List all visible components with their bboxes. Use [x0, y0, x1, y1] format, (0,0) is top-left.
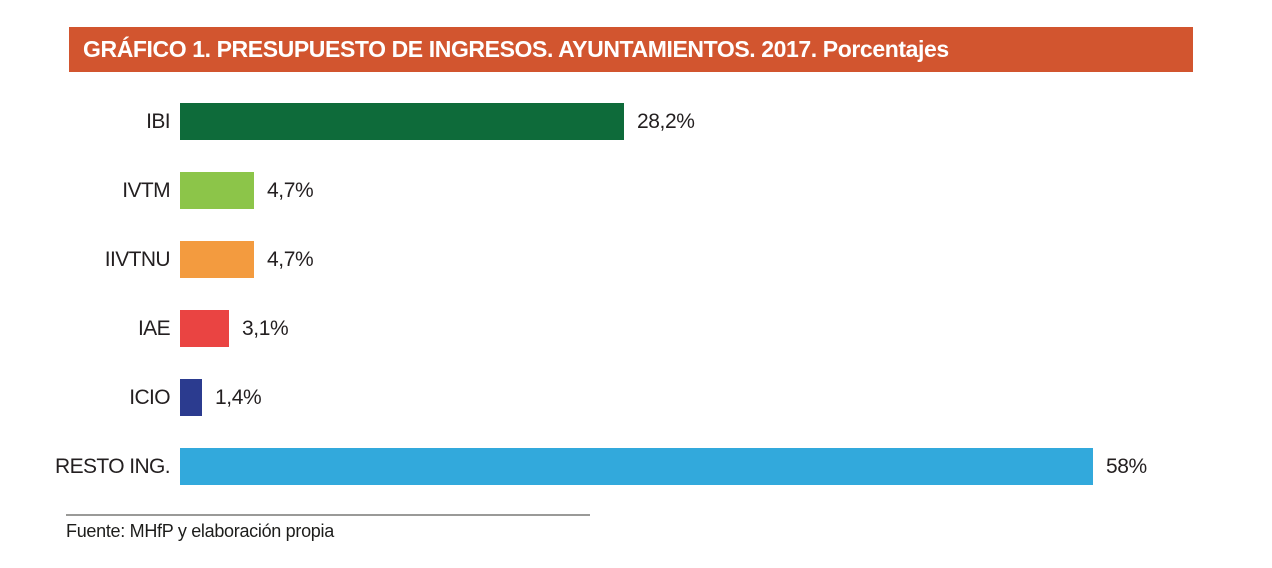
bar-chart: IBI 28,2% IVTM 4,7% IIVTNU 4,7% IAE 3,1% ICIO 1,4… — [0, 103, 1272, 485]
value-label: 4,7% — [267, 247, 314, 271]
bar — [180, 241, 254, 278]
bar — [180, 172, 254, 209]
footer-divider — [66, 514, 590, 516]
bar — [180, 103, 624, 140]
value-label: 4,7% — [267, 178, 314, 202]
source-note: Fuente: MHfP y elaboración propia — [66, 521, 334, 541]
bar — [180, 379, 202, 416]
chart-row: IBI 28,2% — [0, 103, 1272, 140]
category-label: IIVTNU — [104, 247, 171, 271]
value-label: 58% — [1106, 454, 1147, 478]
category-label: ICIO — [129, 385, 170, 409]
chart-row: IIVTNU 4,7% — [0, 241, 1272, 278]
bar — [180, 310, 229, 347]
chart-title: GRÁFICO 1. PRESUPUESTO DE INGRESOS. AYUN… — [83, 36, 949, 62]
chart-row: ICIO 1,4% — [0, 379, 1272, 416]
category-label: RESTO ING. — [55, 454, 171, 478]
bar — [180, 448, 1093, 485]
category-label: IAE — [137, 316, 171, 340]
value-label: 1,4% — [215, 385, 262, 409]
chart-title-banner: GRÁFICO 1. PRESUPUESTO DE INGRESOS. AYUN… — [69, 27, 1193, 72]
category-label: IBI — [146, 109, 170, 133]
chart-row: IAE 3,1% — [0, 310, 1272, 347]
value-label: 28,2% — [637, 109, 695, 133]
value-label: 3,1% — [242, 316, 289, 340]
category-label: IVTM — [122, 178, 170, 202]
chart-row: IVTM 4,7% — [0, 172, 1272, 209]
chart-row: RESTO ING. 58% — [0, 448, 1272, 485]
